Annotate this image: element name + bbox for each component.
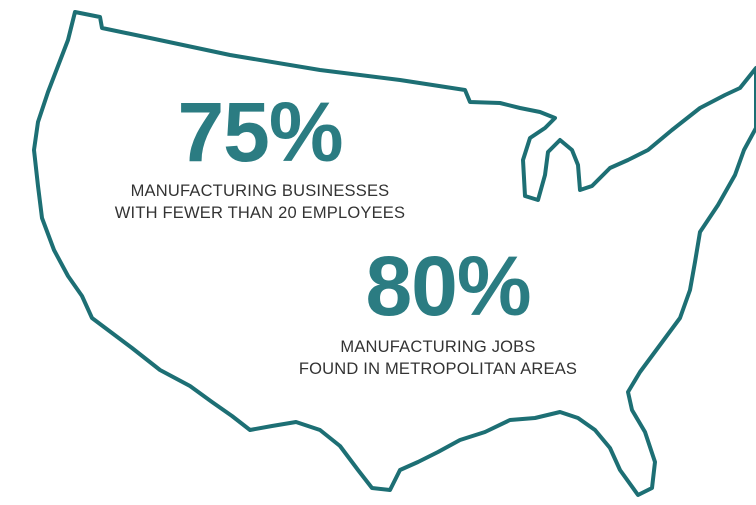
stat-2: 80% MANUFACTURING JOBS FOUND IN METROPOL…	[248, 244, 628, 380]
stat-1: 75% MANUFACTURING BUSINESSES WITH FEWER …	[60, 90, 460, 224]
label-line: MANUFACTURING BUSINESSES	[130, 182, 390, 200]
label-line: FOUND IN METROPOLITAN AREAS	[298, 360, 578, 378]
stat-label: MANUFACTURING JOBS FOUND IN METROPOLITAN…	[248, 336, 628, 380]
label-line: MANUFACTURING JOBS	[340, 338, 536, 356]
stat-label: MANUFACTURING BUSINESSES WITH FEWER THAN…	[60, 180, 460, 224]
map-border	[32, 10, 756, 497]
stat-value: 80%	[365, 239, 531, 333]
stat-value: 75%	[177, 85, 343, 179]
label-line: WITH FEWER THAN 20 EMPLOYEES	[114, 204, 406, 222]
